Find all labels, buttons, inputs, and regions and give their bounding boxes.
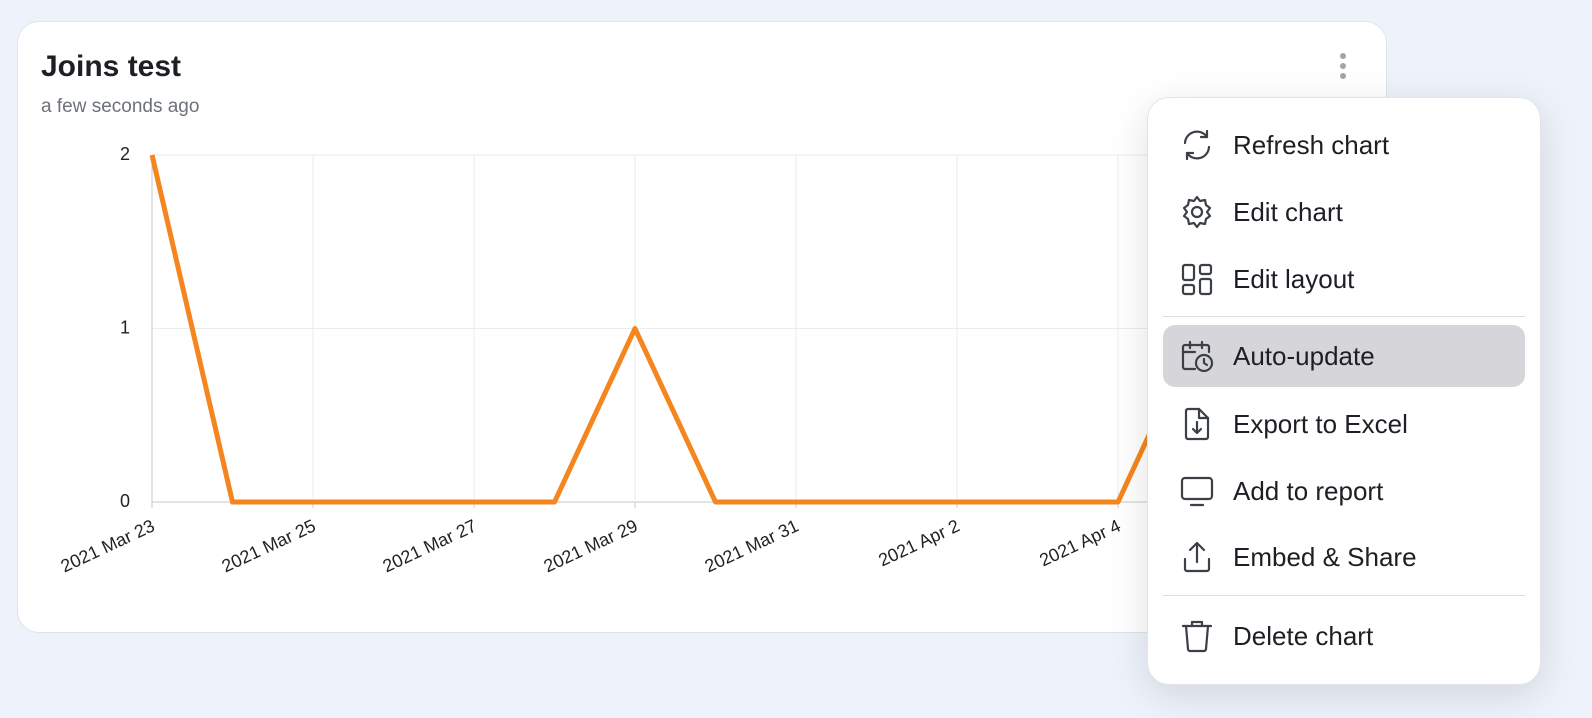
menu-label: Edit layout: [1233, 263, 1355, 294]
icon: [1180, 476, 1214, 507]
x-tick-label: 2021 Mar 25: [219, 515, 319, 576]
y-tick-label: 0: [120, 491, 130, 511]
icon: [1181, 340, 1214, 373]
icon: [1182, 195, 1212, 229]
x-tick-label: 2021 Mar 29: [541, 515, 641, 576]
menu-item[interactable]: Embed & Share: [1163, 526, 1525, 588]
menu-label: Export to Excel: [1233, 408, 1408, 439]
y-tick-label: 1: [120, 317, 130, 337]
menu-label: Add to report: [1233, 475, 1384, 506]
x-tick-label: 2021 Apr 4: [1036, 515, 1123, 570]
x-tick-label: 2021 Apr 2: [875, 515, 962, 570]
menu-label: Embed & Share: [1233, 541, 1417, 572]
menu-item[interactable]: Edit layout: [1163, 248, 1525, 310]
icon: [1183, 541, 1211, 573]
card-subtitle: a few seconds ago: [41, 96, 200, 117]
menu-item[interactable]: Auto-update: [1163, 325, 1525, 387]
context-menu: Refresh chart Edit chart Edit layout Aut…: [1147, 97, 1541, 685]
y-tick-label: 2: [120, 144, 130, 164]
icon: [1184, 407, 1210, 441]
line: [149, 154, 1201, 505]
menu-label: Edit chart: [1233, 196, 1343, 227]
menu-item[interactable]: Edit chart: [1163, 181, 1525, 243]
menu-label: Delete chart: [1233, 620, 1374, 651]
menu-label: Auto-update: [1233, 340, 1375, 371]
divider: [1163, 595, 1525, 596]
menu-item[interactable]: Export to Excel: [1163, 393, 1525, 455]
menu-item[interactable]: Delete chart: [1163, 605, 1525, 667]
menu-item[interactable]: Add to report: [1163, 460, 1525, 522]
x-tick-label: 2021 Mar 27: [380, 515, 480, 576]
x-tick-label: 2021 Mar 23: [58, 515, 158, 576]
menu-item[interactable]: Refresh chart: [1163, 114, 1525, 176]
icon: [1181, 263, 1213, 296]
menu-label: Refresh chart: [1233, 129, 1390, 160]
x-tick-label: 2021 Mar 31: [702, 515, 802, 576]
icon: [1181, 620, 1213, 653]
more-button[interactable]: [1337, 50, 1349, 82]
card-title: Joins test: [41, 50, 182, 83]
icon: [1183, 129, 1211, 161]
divider: [1163, 316, 1525, 317]
